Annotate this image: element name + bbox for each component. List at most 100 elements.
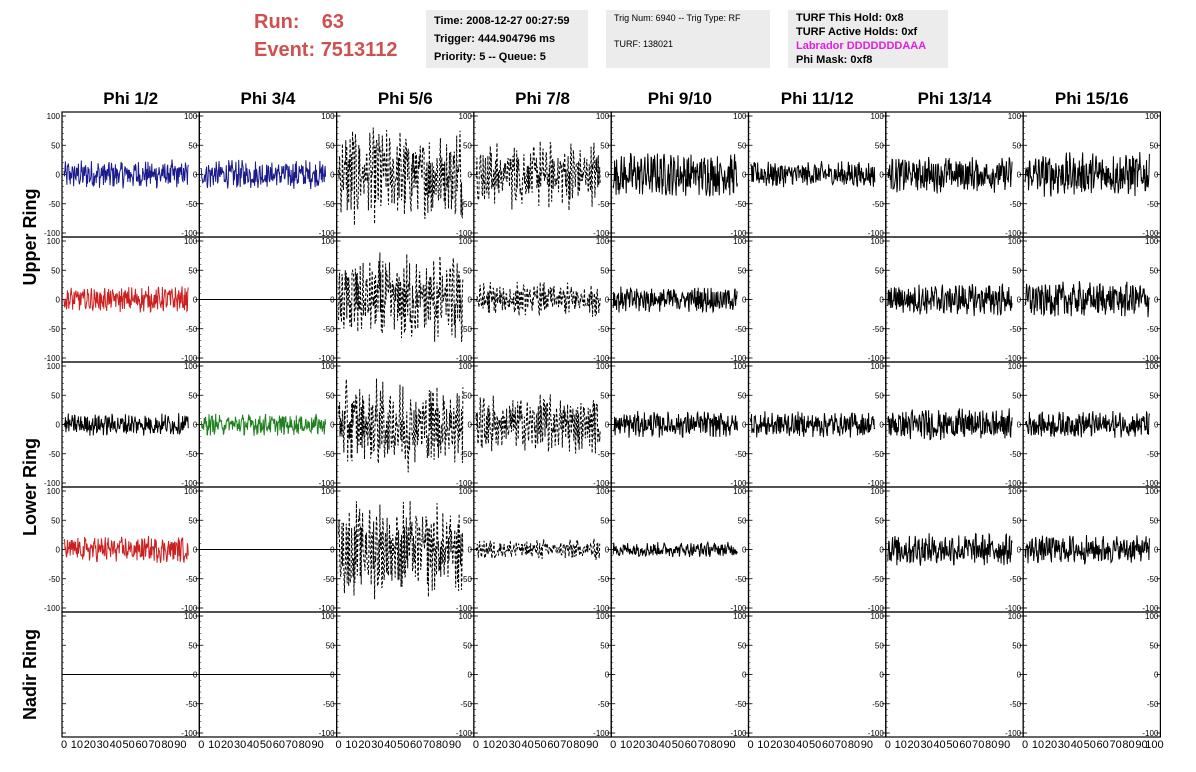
waveform-trace xyxy=(612,540,738,558)
y-tick-label: -100 xyxy=(181,354,198,363)
y-tick-label: -100 xyxy=(181,229,198,238)
panel-frame xyxy=(885,611,1024,738)
y-tick-label: 100 xyxy=(596,487,610,496)
y-tick-label: -50 xyxy=(323,575,335,584)
x-tick-label: 40 xyxy=(110,739,122,751)
x-tick-label: 70 xyxy=(1109,739,1121,751)
y-tick-label: 50 xyxy=(463,141,472,150)
x-tick-label: 20 xyxy=(84,739,96,751)
y-tick-label: 50 xyxy=(51,391,60,400)
y-tick-label: 100 xyxy=(459,237,473,246)
y-tick-label: 100 xyxy=(870,362,884,371)
x-tick-label: 40 xyxy=(384,739,396,751)
y-tick-label: -50 xyxy=(323,200,335,209)
y-tick-label: -100 xyxy=(868,604,885,613)
y-tick-label: -100 xyxy=(1005,604,1022,613)
phi-column-title: Phi 7/8 xyxy=(515,89,570,108)
y-tick-label: -50 xyxy=(460,325,472,334)
x-tick-label: 10 xyxy=(620,739,632,751)
y-tick-label: 0 xyxy=(742,421,747,430)
y-tick-label: 0 xyxy=(605,421,610,430)
run-value: 63 xyxy=(321,11,345,33)
y-tick-label: 50 xyxy=(1012,641,1021,650)
y-tick-label: 0 xyxy=(742,671,747,680)
y-tick-label: 0 xyxy=(467,546,472,555)
y-tick-label: 50 xyxy=(1149,141,1158,150)
waveform-trace xyxy=(475,538,601,561)
x-tick-label: 60 xyxy=(547,739,559,751)
y-tick-label: -50 xyxy=(872,200,884,209)
y-tick-label: 50 xyxy=(1012,516,1021,525)
x-tick-label: 10 xyxy=(757,739,769,751)
y-tick-label: 0 xyxy=(605,296,610,305)
y-tick-label: -100 xyxy=(181,729,198,738)
y-tick-label: -100 xyxy=(1142,354,1159,363)
y-tick-label: -100 xyxy=(868,479,885,488)
phi-column-title: Phi 1/2 xyxy=(103,89,158,108)
phi-mask-text: Phi Mask: 0xf8 xyxy=(796,54,873,66)
y-tick-label: -50 xyxy=(186,700,198,709)
y-tick-label: -50 xyxy=(1147,575,1159,584)
y-tick-label: -50 xyxy=(598,575,610,584)
y-tick-label: 50 xyxy=(463,266,472,275)
y-tick-label: -100 xyxy=(319,229,336,238)
y-tick-label: 0 xyxy=(56,421,61,430)
y-tick-label: 100 xyxy=(321,612,335,621)
y-tick-label: -50 xyxy=(460,450,472,459)
x-tick-label: 70 xyxy=(148,739,160,751)
y-tick-label: 50 xyxy=(875,141,884,150)
waveform-trace xyxy=(63,159,189,189)
y-tick-label: -50 xyxy=(598,450,610,459)
y-tick-label: 100 xyxy=(733,237,747,246)
x-tick-label: 0 xyxy=(61,739,67,751)
trig-num-text: Trig Num: 6940 -- Trig Type: RF xyxy=(614,13,741,23)
y-tick-label: 100 xyxy=(47,362,61,371)
y-tick-label: -50 xyxy=(1010,575,1022,584)
x-tick-label: 80 xyxy=(299,739,311,751)
y-tick-label: 0 xyxy=(879,171,884,180)
x-tick-label: 20 xyxy=(770,739,782,751)
y-tick-label: -100 xyxy=(730,229,747,238)
y-tick-label: 0 xyxy=(467,296,472,305)
y-tick-label: 50 xyxy=(875,641,884,650)
x-tick-label: 70 xyxy=(698,739,710,751)
y-tick-label: 50 xyxy=(326,516,335,525)
y-tick-label: 50 xyxy=(600,391,609,400)
x-tick-label: 80 xyxy=(1122,739,1134,751)
x-tick-label: 0 xyxy=(610,739,616,751)
y-tick-label: -50 xyxy=(598,700,610,709)
y-tick-label: -50 xyxy=(1147,450,1159,459)
y-tick-label: 0 xyxy=(1017,296,1022,305)
x-tick-label: 20 xyxy=(221,739,233,751)
y-tick-label: -50 xyxy=(323,450,335,459)
x-tick-label: 60 xyxy=(1097,739,1109,751)
y-tick-label: -50 xyxy=(48,200,60,209)
run-row: Run: 63 xyxy=(254,8,397,36)
y-tick-label: -50 xyxy=(1010,450,1022,459)
y-tick-label: 0 xyxy=(1017,421,1022,430)
y-tick-label: 50 xyxy=(188,516,197,525)
y-tick-label: 50 xyxy=(738,391,747,400)
y-tick-label: -50 xyxy=(872,325,884,334)
y-tick-label: 50 xyxy=(188,266,197,275)
x-tick-label: 50 xyxy=(1084,739,1096,751)
x-tick-label: 10 xyxy=(71,739,83,751)
x-tick-label: 50 xyxy=(397,739,409,751)
y-tick-label: 100 xyxy=(1145,237,1159,246)
y-tick-label: 100 xyxy=(733,612,747,621)
x-tick-label: 0 xyxy=(198,739,204,751)
x-tick-label: 40 xyxy=(247,739,259,751)
x-tick-label: 80 xyxy=(985,739,997,751)
x-tick-label: 70 xyxy=(286,739,298,751)
y-tick-label: 100 xyxy=(1008,362,1022,371)
x-tick-label: 90 xyxy=(312,739,324,751)
y-tick-label: 50 xyxy=(463,516,472,525)
y-tick-label: 100 xyxy=(459,362,473,371)
y-tick-label: 100 xyxy=(184,237,198,246)
y-tick-label: -50 xyxy=(735,575,747,584)
event-value: 7513112 xyxy=(320,39,398,61)
x-tick-label: 90 xyxy=(998,739,1010,751)
x-tick-label: 20 xyxy=(1045,739,1057,751)
x-tick-label: 30 xyxy=(783,739,795,751)
x-tick-label: 20 xyxy=(633,739,645,751)
